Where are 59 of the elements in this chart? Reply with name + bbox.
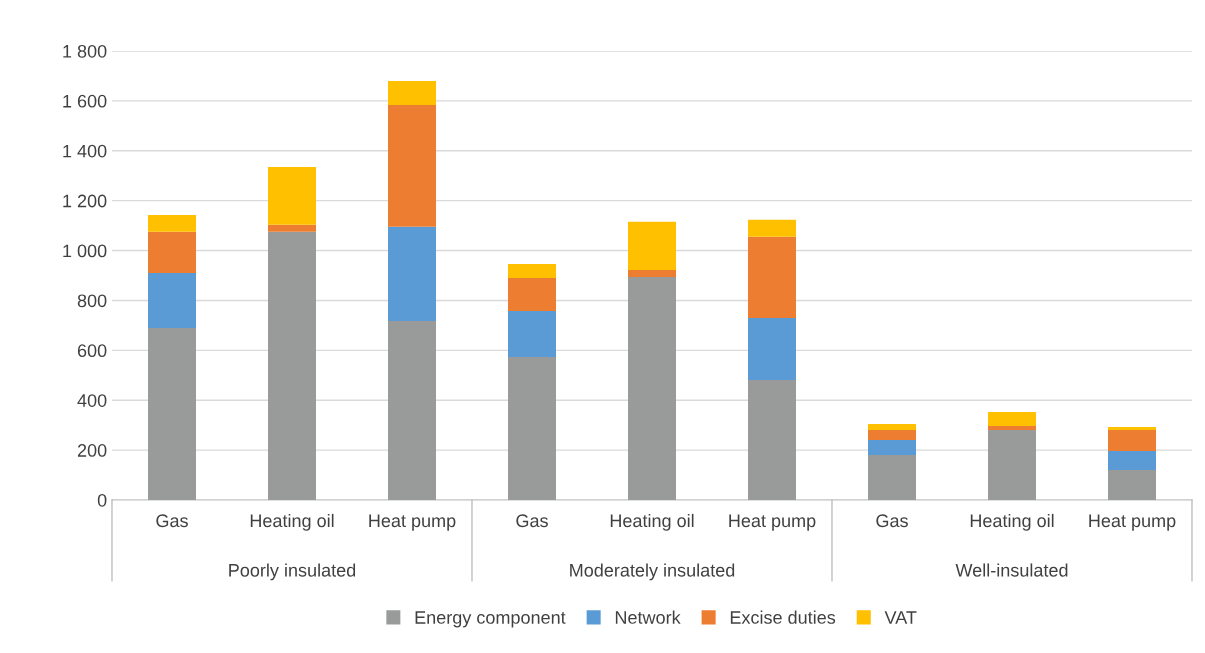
bar — [1108, 429, 1156, 452]
bar — [988, 425, 1036, 430]
legend-label: VAT — [884, 611, 917, 624]
bar — [1108, 451, 1156, 471]
legend-label: Energy component — [415, 611, 566, 628]
y-tick-label: 800 — [77, 294, 107, 308]
bar — [148, 327, 196, 500]
bar — [868, 455, 916, 500]
bar — [268, 231, 316, 500]
bar — [268, 166, 316, 225]
x-tick-label: Gas — [516, 514, 548, 528]
x-tick-label: Gas — [156, 514, 188, 528]
bar — [388, 320, 436, 500]
bar — [1108, 470, 1156, 500]
bar — [508, 310, 556, 358]
bar — [748, 380, 796, 500]
bar — [388, 104, 436, 227]
bar — [508, 264, 556, 278]
bar — [508, 357, 556, 500]
bar — [628, 277, 676, 500]
bar — [988, 429, 1036, 500]
bar — [508, 277, 556, 311]
bar — [748, 219, 796, 237]
bar — [988, 411, 1036, 426]
bar — [748, 236, 796, 318]
bar — [388, 80, 436, 105]
bar — [748, 317, 796, 381]
y-tick-label: 400 — [77, 394, 107, 407]
bar — [868, 439, 916, 456]
bar — [628, 270, 676, 277]
x-tick-label: Heat pump — [1089, 514, 1176, 531]
y-tick-label: 1 400 — [63, 144, 107, 158]
bar — [148, 214, 196, 232]
bar — [148, 273, 196, 328]
x-tick-label: Gas — [876, 514, 908, 528]
y-tick-label: 200 — [77, 444, 107, 457]
bar — [628, 221, 676, 271]
y-tick-label: 600 — [77, 344, 107, 358]
x-tick-label: Heating oil — [610, 513, 694, 531]
y-tick-label: 1 600 — [63, 94, 107, 108]
bar — [868, 429, 916, 440]
y-tick-label: 1 000 — [63, 244, 107, 258]
bar — [388, 226, 436, 321]
legend-label: Network — [615, 610, 681, 624]
bar — [868, 423, 916, 430]
bar — [148, 231, 196, 274]
y-tick-label: 1 200 — [63, 194, 107, 208]
x-tick-label: Heat pump — [729, 514, 816, 531]
y-tick-label: 0 — [97, 493, 107, 507]
bar — [268, 224, 316, 232]
bar — [1108, 426, 1156, 430]
text: Well-insulated — [955, 563, 1068, 577]
x-tick-label: Heat pump — [369, 514, 456, 531]
text: Moderately insulated — [570, 563, 735, 581]
text: Poorly insulated — [229, 563, 356, 581]
y-tick-label: 1 800 — [63, 44, 107, 58]
x-tick-label: Heating oil — [970, 513, 1054, 531]
legend-label: Excise duties — [730, 610, 836, 624]
x-tick-label: Heating oil — [250, 513, 334, 531]
